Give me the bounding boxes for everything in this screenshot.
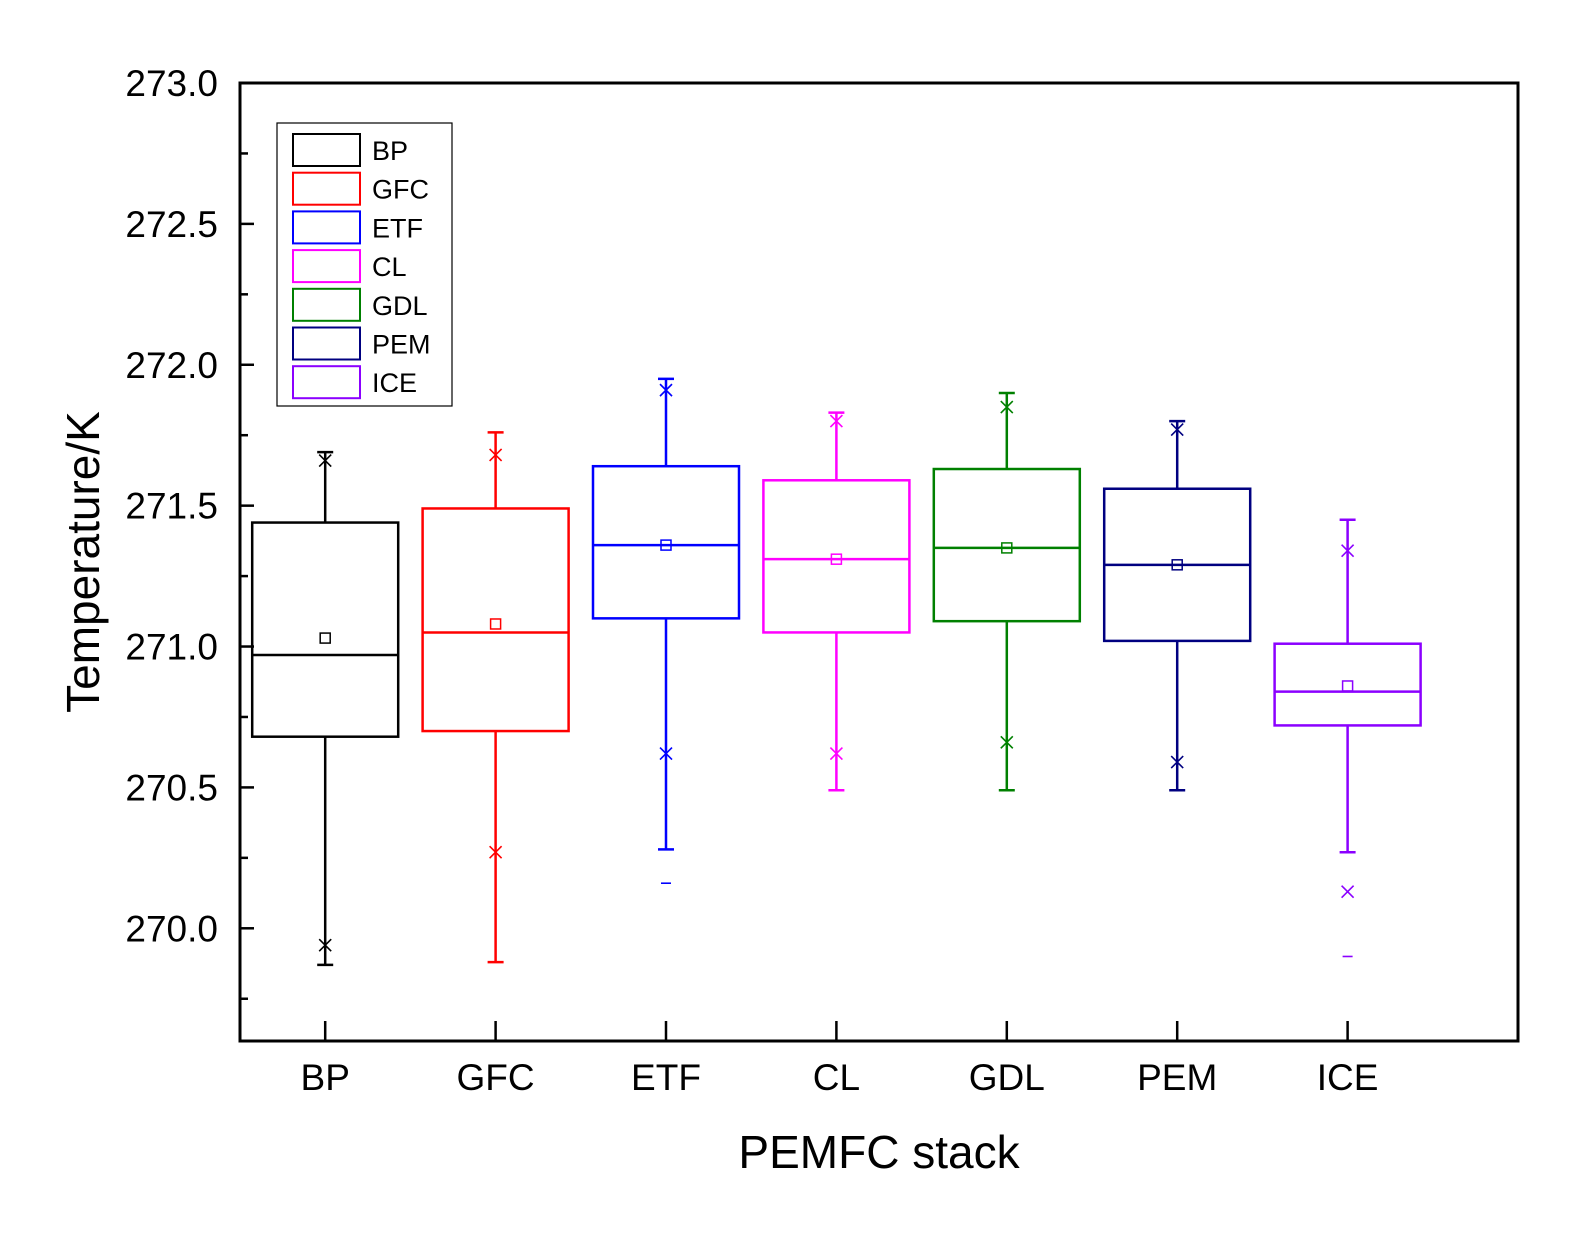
p99-marker (318, 453, 332, 468)
legend-label: ETF (372, 213, 423, 243)
y-tick-label: 272.0 (125, 345, 218, 386)
p99-marker (1170, 423, 1184, 437)
box-plot-pem (1102, 419, 1252, 792)
box-iqr (1273, 642, 1422, 727)
x-tick-label: BP (301, 1057, 350, 1098)
p99-marker (1000, 400, 1014, 414)
y-axis-title: Temperature/K (57, 411, 109, 713)
legend-swatch (292, 210, 361, 245)
box-plot-cl (762, 411, 911, 792)
legend-entry-bp: BP (292, 133, 408, 167)
mean-marker (489, 618, 502, 630)
p1-marker (318, 938, 332, 952)
y-tick-label: 270.0 (125, 908, 218, 949)
x-tick-label: PEM (1137, 1057, 1217, 1098)
tick-labels: 270.0 270.5 271.0 271.5 272.0 272.5 273.0 BP GFC… (125, 63, 1378, 1098)
legend-entry-gfc: GFC (292, 171, 429, 206)
legend-swatch (292, 326, 361, 361)
p99-marker (489, 448, 503, 462)
p1-marker (1000, 735, 1014, 749)
mean-marker (319, 632, 331, 644)
p1-marker (1170, 755, 1184, 769)
box-plots (250, 377, 1422, 967)
y-tick-label: 271.5 (125, 486, 218, 527)
box-plot-bp (250, 450, 400, 967)
legend-entry-gdl: GDL (292, 287, 428, 322)
p1-marker (1341, 885, 1355, 899)
p99-marker (1341, 544, 1355, 558)
y-tick-label: 271.0 (125, 627, 218, 668)
legend-label: ICE (372, 368, 417, 398)
legend-swatch (292, 287, 361, 322)
p99-marker (829, 414, 843, 428)
legend-label: CL (372, 252, 407, 282)
legend-swatch (292, 249, 361, 284)
legend-entry-ice: ICE (292, 365, 417, 400)
mean-marker (1171, 559, 1183, 571)
legend-swatch (292, 365, 361, 400)
x-axis-title: PEMFC stack (738, 1126, 1020, 1178)
legend-entry-cl: CL (292, 249, 407, 284)
p99-marker (659, 383, 673, 397)
mean-marker (660, 539, 672, 551)
legend-swatch (292, 133, 361, 167)
box-plot-gdl (932, 391, 1082, 792)
x-tick-label: CL (813, 1057, 860, 1098)
legend-label: GDL (372, 291, 428, 321)
x-tick-label: ETF (631, 1057, 701, 1098)
mean-marker (1341, 680, 1354, 692)
x-tick-label: GFC (457, 1057, 535, 1098)
legend-label: BP (372, 136, 408, 166)
box-iqr (421, 507, 570, 733)
box-plot-gfc (421, 431, 570, 964)
legend: BP GFC ETF CL GDL PEM ICE (276, 122, 453, 407)
y-tick-label: 273.0 (125, 63, 218, 104)
mean-marker (830, 553, 843, 565)
legend-label: PEM (372, 330, 431, 360)
box-iqr (250, 521, 400, 738)
box-iqr (762, 479, 911, 634)
legend-label: GFC (372, 175, 429, 205)
legend-swatch (292, 171, 361, 206)
box-plot-ice (1273, 518, 1422, 958)
p1-marker (829, 747, 843, 761)
p1-marker (489, 845, 503, 859)
y-tick-label: 272.5 (125, 204, 218, 245)
box-iqr (591, 464, 741, 620)
box-plot-etf (591, 377, 741, 885)
legend-entry-pem: PEM (292, 326, 431, 361)
x-tick-label: GDL (969, 1057, 1045, 1098)
plot-frame (238, 81, 1520, 1043)
legend-entry-etf: ETF (292, 210, 423, 245)
p1-marker (659, 747, 673, 761)
box-iqr (932, 467, 1082, 623)
x-tick-label: ICE (1317, 1057, 1379, 1098)
mean-marker (1001, 542, 1013, 554)
y-tick-label: 270.5 (125, 767, 218, 808)
